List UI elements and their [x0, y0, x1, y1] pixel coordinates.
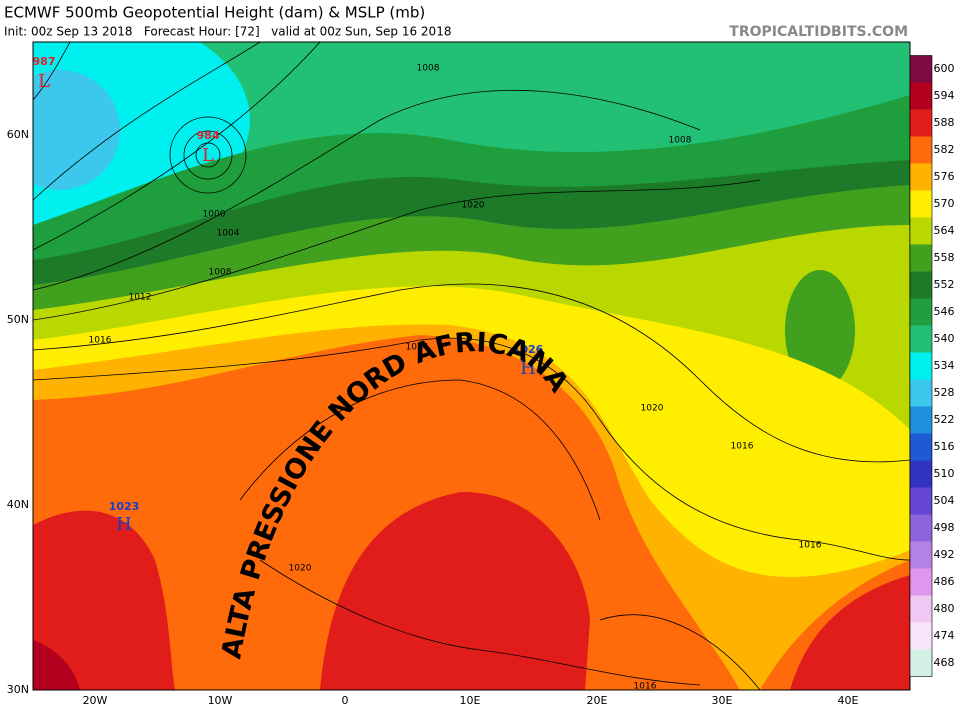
- contour-label: 1016: [799, 541, 822, 551]
- contour-label: 1012: [129, 293, 152, 303]
- colorbar-swatch: [910, 163, 932, 191]
- colorbar-swatch: [910, 325, 932, 353]
- colorbar-swatch: [910, 568, 932, 596]
- colorbar-swatch: [910, 109, 932, 137]
- contour-label: 1016: [731, 442, 754, 452]
- colorbar-swatch: [910, 190, 932, 218]
- colorbar-frame: [909, 55, 933, 677]
- colorbar-label: 540: [934, 332, 955, 345]
- colorbar-label: 510: [934, 467, 955, 480]
- height-band: [320, 491, 590, 690]
- height-band: [33, 640, 80, 690]
- height-band: [790, 575, 910, 690]
- colorbar-swatch: [910, 460, 932, 488]
- contour-label: 1000: [203, 210, 226, 220]
- colorbar-swatch: [910, 514, 932, 542]
- height-band: [33, 510, 175, 690]
- colorbar-swatch: [910, 136, 932, 164]
- colorbar-swatch: [910, 379, 932, 407]
- low-value: 984: [197, 129, 220, 142]
- colorbar-label: 570: [934, 197, 955, 210]
- colorbar-label: 582: [934, 143, 955, 156]
- colorbar-swatch: [910, 271, 932, 299]
- high-letter: H: [116, 514, 132, 535]
- colorbar-label: 594: [934, 89, 955, 102]
- low-letter: L: [38, 71, 50, 92]
- colorbar-label: 564: [934, 224, 955, 237]
- colorbar-swatch: [910, 406, 932, 434]
- colorbar-swatch: [910, 82, 932, 110]
- contour-label: 1008: [669, 136, 692, 146]
- colorbar-label: 528: [934, 386, 955, 399]
- contour-label: 1016: [634, 682, 657, 692]
- high-value: 1023: [109, 500, 140, 513]
- high-letter: H: [520, 358, 536, 379]
- colorbar-label: 600: [934, 62, 955, 75]
- colorbar-label: 486: [934, 575, 955, 588]
- colorbar-swatch: [910, 55, 932, 83]
- colorbar-swatch: [910, 244, 932, 272]
- colorbar-swatch: [910, 649, 932, 677]
- colorbar-label: 546: [934, 305, 955, 318]
- colorbar-swatch: [910, 541, 932, 569]
- colorbar-label: 498: [934, 521, 955, 534]
- contour-label: 1020: [462, 201, 485, 211]
- lon-label: 30E: [712, 694, 733, 707]
- colorbar-swatch: [910, 595, 932, 623]
- high-value: 1026: [513, 343, 544, 356]
- source: TROPICALTIDBITS.COM: [729, 24, 908, 40]
- colorbar-swatch: [910, 217, 932, 245]
- contour-label: 1008: [417, 64, 440, 74]
- colorbar-label: 480: [934, 602, 955, 615]
- colorbar-label: 504: [934, 494, 955, 507]
- contour-label: 1016: [89, 336, 112, 346]
- colorbar-label: 492: [934, 548, 955, 561]
- lat-label: 50N: [7, 313, 29, 326]
- height-band: [33, 70, 120, 190]
- colorbar-label: 468: [934, 656, 955, 669]
- colorbar-label: 474: [934, 629, 955, 642]
- contour-label: 1024: [406, 343, 429, 353]
- subtitle: Init: 00z Sep 13 2018 Forecast Hour: [72…: [4, 25, 451, 39]
- colorbar-swatch: [910, 298, 932, 326]
- colorbar-label: 588: [934, 116, 955, 129]
- lat-label: 60N: [7, 128, 29, 141]
- contour-label: 1020: [289, 564, 312, 574]
- colorbar-swatch: [910, 433, 932, 461]
- lon-label: 10W: [208, 694, 233, 707]
- colorbar-swatch: [910, 352, 932, 380]
- height-band: [785, 270, 855, 390]
- lon-label: 20E: [587, 694, 608, 707]
- title: ECMWF 500mb Geopotential Height (dam) & …: [4, 4, 425, 22]
- colorbar-label: 516: [934, 440, 955, 453]
- map: 1008 1008 1020 1000 1004 1008 1012 1016 …: [33, 42, 910, 692]
- colorbar-label: 522: [934, 413, 955, 426]
- contour-label: 1020: [641, 404, 664, 414]
- colorbar-label: 552: [934, 278, 955, 291]
- colorbar-label: 534: [934, 359, 955, 372]
- contour-label: 1004: [217, 229, 240, 239]
- lat-label: 30N: [7, 683, 29, 696]
- low-letter: L: [202, 145, 214, 166]
- lon-label: 0: [342, 694, 349, 707]
- low-value: 987: [33, 55, 56, 68]
- colorbar-label: 558: [934, 251, 955, 264]
- colorbar-swatch: [910, 487, 932, 515]
- colorbar-label: 576: [934, 170, 955, 183]
- lon-label: 20W: [83, 694, 108, 707]
- isobars: [33, 42, 910, 690]
- colorbar: 600 594 588 582 576 570 564 558 552 546 540 534 528 5…: [909, 55, 955, 677]
- lon-label: 10E: [460, 694, 481, 707]
- colorbar-swatch: [910, 622, 932, 650]
- lat-label: 40N: [7, 498, 29, 511]
- contour-label: 1008: [209, 268, 232, 278]
- lon-label: 40E: [838, 694, 859, 707]
